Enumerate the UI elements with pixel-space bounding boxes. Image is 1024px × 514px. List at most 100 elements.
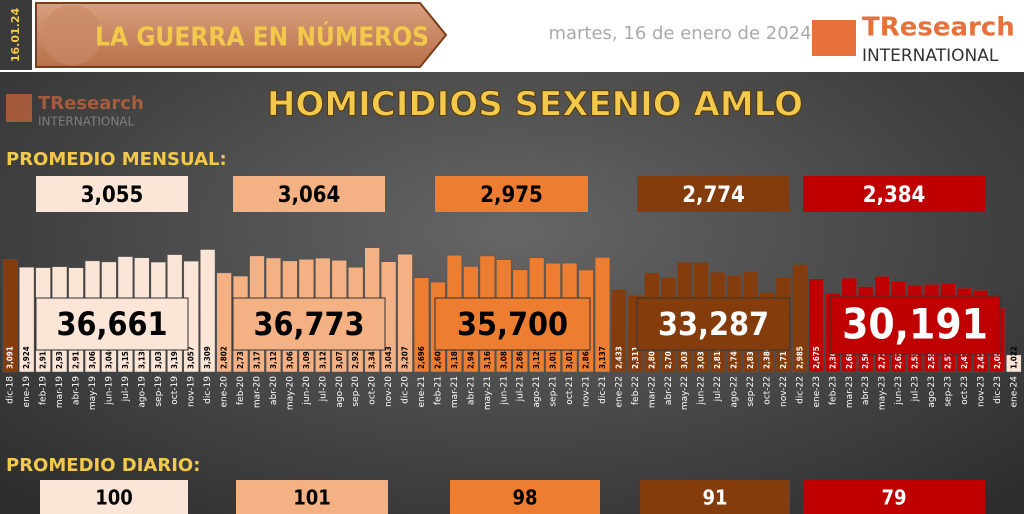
- bar-value-label: 3,095: [302, 346, 311, 369]
- bar-value-label: 2,470: [960, 346, 969, 369]
- bar-value-label: 2,936: [55, 346, 64, 369]
- x-tick-label: jul-23: [911, 376, 921, 402]
- x-tick-label: ene-24: [1009, 376, 1019, 408]
- bar-value-label: 2,362: [828, 346, 837, 369]
- total-box: [829, 295, 1001, 355]
- banner-map: [42, 5, 102, 65]
- bar-value-label: 2,831: [746, 346, 755, 369]
- total-value: 33,287: [658, 305, 769, 343]
- x-tick-label: ago-22: [730, 376, 740, 408]
- x-tick-label: may-20: [285, 376, 295, 410]
- x-tick-label: abr-23: [861, 376, 871, 405]
- bar-value-label: 3,091: [6, 346, 15, 369]
- bar-value-label: 2,728: [878, 346, 887, 369]
- total-value: 35,700: [457, 305, 568, 343]
- bar: [413, 277, 430, 373]
- x-tick-label: ene-22: [614, 376, 624, 407]
- bar-value-label: 3,137: [598, 346, 607, 369]
- bar: [216, 272, 232, 373]
- date-tab: [0, 0, 32, 70]
- bar-value-label: 3,063: [285, 346, 294, 369]
- bar-value-label: 2,802: [220, 346, 229, 369]
- total-box: [636, 297, 791, 351]
- bar: [594, 257, 611, 373]
- bar: [792, 264, 808, 373]
- x-tick-label: oct-22: [763, 376, 773, 405]
- bar-value-label: 2,422: [976, 346, 985, 369]
- monthly-value: 2,774: [682, 183, 745, 208]
- bar-value-label: 3,309: [203, 346, 212, 369]
- x-tick-label: mar-20: [253, 376, 263, 408]
- bar-value-label: 2,746: [730, 346, 739, 369]
- x-tick-label: ene-21: [417, 376, 427, 407]
- x-tick-label: jun-21: [499, 376, 509, 406]
- x-tick-label: may-22: [680, 376, 690, 410]
- logo-sub: INTERNATIONAL: [862, 46, 999, 66]
- daily-label: PROMEDIO DIARIO:: [6, 455, 200, 476]
- bar-value-label: 3,014: [565, 346, 574, 369]
- daily-value: 79: [881, 486, 906, 510]
- daily-value: 98: [512, 486, 537, 510]
- bar-value-label: 2,050: [993, 346, 1002, 369]
- banner: [35, 2, 448, 68]
- daily-value: 100: [95, 486, 133, 510]
- x-tick-label: ago-23: [927, 376, 937, 408]
- x-tick-label: nov-22: [779, 376, 789, 407]
- date-tab-text: 16.01.24: [9, 8, 22, 63]
- monthly-value: 2,384: [863, 183, 926, 208]
- x-tick-label: oct-19: [170, 376, 180, 405]
- bar-value-label: 3,088: [499, 346, 508, 369]
- bar-value-label: 3,126: [269, 346, 278, 369]
- bar-value-label: 1,022: [1009, 346, 1018, 369]
- x-tick-label: jun-22: [697, 376, 707, 406]
- logo-sub-small: INTERNATIONAL: [38, 115, 135, 129]
- total-box: [232, 297, 386, 351]
- bar-value-label: 3,186: [450, 346, 459, 369]
- total-box: [35, 297, 189, 351]
- x-tick-label: nov-19: [187, 376, 197, 407]
- bar-value-label: 3,155: [121, 346, 130, 369]
- logo-icon: [812, 20, 856, 56]
- bar-value-label: 3,198: [170, 346, 179, 369]
- bar-value-label: 3,040: [104, 346, 113, 369]
- bar-value-label: 3,130: [137, 346, 146, 369]
- bar-value-label: 2,675: [812, 346, 821, 369]
- x-tick-label: dic-22: [795, 376, 805, 404]
- x-tick-label: feb-21: [433, 376, 443, 405]
- x-tick-label: ago-19: [137, 376, 147, 408]
- x-tick-label: sep-21: [549, 376, 559, 407]
- bar-value-label: 2,864: [582, 346, 591, 369]
- total-box: [434, 297, 591, 351]
- bar-value-label: 2,577: [943, 346, 952, 369]
- x-tick-label: dic-18: [6, 376, 16, 404]
- bar-value-label: 2,913: [72, 346, 81, 369]
- x-tick-label: sep-23: [943, 376, 953, 407]
- bar-value-label: 2,818: [713, 346, 722, 369]
- x-tick-label: jul-21: [516, 376, 526, 402]
- bar-value-label: 2,711: [779, 346, 788, 369]
- x-tick-label: jun-19: [104, 376, 114, 406]
- x-tick-label: nov-23: [976, 376, 986, 407]
- chart-title: HOMICIDIOS SEXENIO AMLO: [267, 85, 803, 125]
- x-tick-label: oct-21: [565, 376, 575, 405]
- bar-value-label: 3,129: [532, 346, 541, 369]
- x-tick-label: abr-22: [664, 376, 674, 405]
- x-tick-label: mar-22: [647, 376, 657, 408]
- x-tick-label: dic-19: [203, 376, 213, 404]
- daily-value: 91: [702, 486, 727, 510]
- x-tick-label: abr-19: [72, 376, 82, 405]
- x-tick-label: jul-20: [318, 376, 328, 403]
- monthly-box: [637, 176, 790, 212]
- bar-value-label: 2,311: [631, 346, 640, 369]
- x-tick-label: nov-20: [384, 376, 394, 407]
- x-tick-label: feb-19: [39, 376, 49, 405]
- x-tick-label: dic-23: [993, 376, 1003, 404]
- bar-value-label: 3,036: [154, 346, 163, 369]
- x-tick-label: ago-21: [532, 376, 542, 408]
- monthly-box: [435, 176, 588, 212]
- bar-value-label: 2,552: [927, 346, 936, 369]
- x-tick-label: nov-21: [582, 376, 592, 407]
- bar: [19, 266, 35, 373]
